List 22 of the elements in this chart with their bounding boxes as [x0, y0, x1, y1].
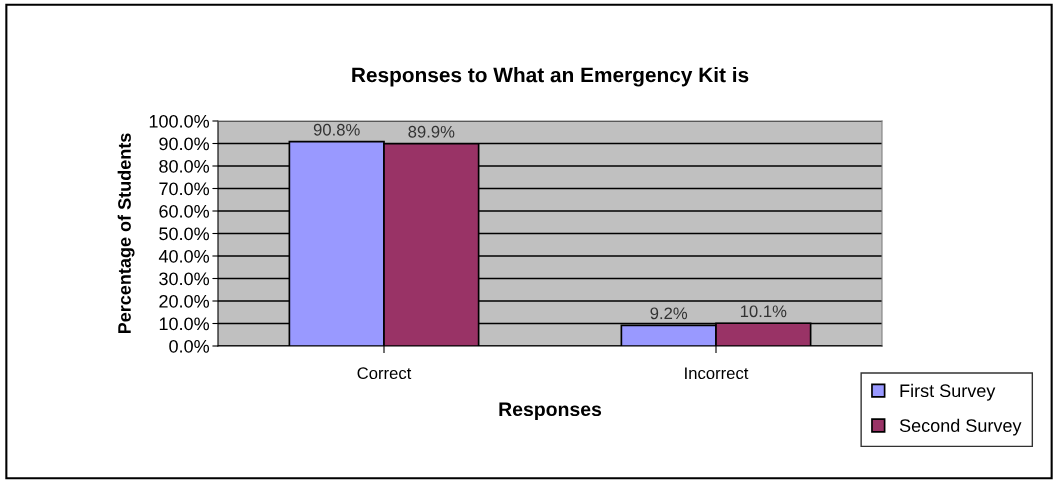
- y-tick-label: 40.0%: [158, 249, 210, 263]
- legend-label: Second Survey: [899, 418, 1022, 436]
- data-label: 89.9%: [408, 125, 455, 138]
- y-axis-title: Percentage of Students: [117, 133, 135, 334]
- y-tick-label: 60.0%: [159, 204, 210, 218]
- y-tick-label: 30.0%: [159, 272, 210, 286]
- y-tick-label: 100.0%: [149, 114, 210, 128]
- chart-title: Responses to What an Emergency Kit is: [352, 67, 749, 87]
- x-tick-label: Correct: [357, 367, 412, 380]
- y-tick-label: 90.0%: [159, 137, 210, 151]
- y-tick-label: 20.0%: [159, 294, 210, 308]
- y-tick-label: 0.0%: [169, 339, 210, 353]
- legend-label: First Survey: [900, 383, 996, 401]
- y-tick-label: 10.0%: [159, 317, 210, 331]
- y-tick-label: 50.0%: [159, 227, 210, 241]
- data-label: 9.2%: [650, 307, 688, 320]
- data-label: 90.8%: [313, 123, 360, 136]
- x-tick-label: Incorrect: [685, 367, 749, 380]
- y-tick-label: 80.0%: [159, 159, 210, 173]
- data-label: 10.1%: [740, 305, 787, 318]
- y-tick-label: 70.0%: [159, 182, 210, 196]
- x-axis-title: Responses: [499, 402, 602, 420]
